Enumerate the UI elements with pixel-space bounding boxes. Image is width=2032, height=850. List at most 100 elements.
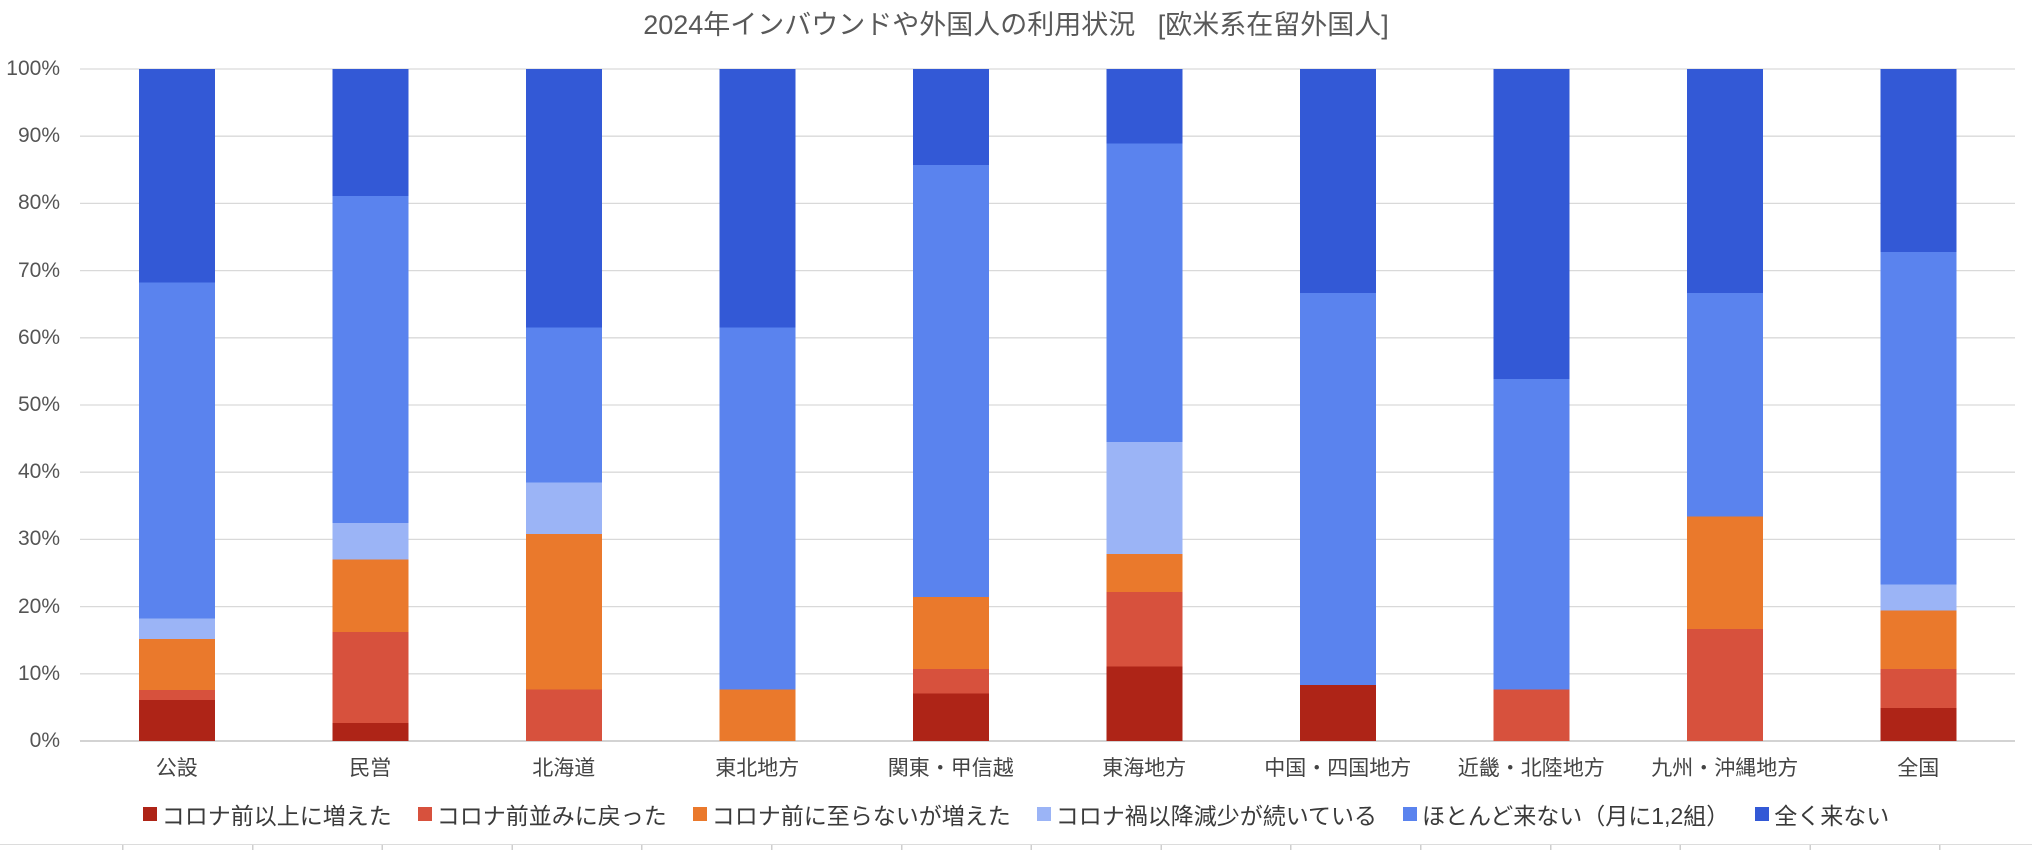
- bar-segment-6-series-4: [1106, 441, 1183, 555]
- bar-segment-1-series-6: [138, 69, 215, 283]
- y-tick-label: 50%: [17, 393, 60, 416]
- chart-title: 2024年インバウンドや外国人の利用状況 [欧米系在留外国人]: [643, 10, 1389, 40]
- bar-segment-7-series-5: [1299, 293, 1376, 686]
- legend-item: コロナ禍以降減少が続いている: [1036, 797, 1377, 831]
- bar-segment-6-series-5: [1106, 143, 1183, 442]
- bar-segment-10-series-2: [1880, 669, 1957, 709]
- bar-segment-5-series-6: [912, 69, 989, 166]
- legend-item: コロナ前以上に増えた: [142, 797, 392, 831]
- x-tick-label: 関東・甲信越: [887, 757, 1014, 780]
- y-tick-label: 40%: [17, 460, 60, 484]
- y-tick-label: 100%: [6, 57, 60, 80]
- bar-segment-9-series-2: [1686, 628, 1763, 741]
- bar-segment-1-series-3: [138, 638, 215, 690]
- legend: コロナ前以上に増えた コロナ前並みに戻った コロナ前に至らないが増えた コロナ禍以降減…: [0, 798, 2032, 830]
- bar-segment-5-series-2: [912, 669, 989, 694]
- y-tick-label: 80%: [17, 191, 60, 215]
- bar-segment-4-series-6: [719, 69, 796, 328]
- bar-segment-2-series-1: [332, 722, 409, 741]
- bar-segment-3-series-6: [525, 69, 602, 328]
- bar-segment-3-series-2: [525, 689, 602, 741]
- bar-segment-2-series-2: [332, 632, 409, 723]
- x-tick-label: 東海地方: [1102, 757, 1187, 780]
- x-tick-label: 公設: [155, 757, 198, 780]
- bar-stack: [912, 69, 989, 741]
- legend-item: 全く来ない: [1755, 797, 1889, 831]
- bar-segment-7-series-6: [1299, 69, 1376, 293]
- legend-label: コロナ前に至らないが増えた: [711, 803, 1011, 829]
- bar-segment-3-series-4: [525, 482, 602, 535]
- bar-stack: [1880, 69, 1957, 741]
- bar-segment-6-series-6: [1106, 69, 1183, 144]
- bar-segment-1-series-5: [138, 282, 215, 619]
- bar-segment-3-series-5: [525, 327, 602, 483]
- x-tick-label: 近畿・北陸地方: [1457, 757, 1605, 780]
- bar-segment-10-series-3: [1880, 610, 1957, 670]
- bar-segment-5-series-1: [912, 693, 989, 741]
- legend-item: ほとんど来ない（月に1,2組）: [1403, 797, 1729, 831]
- x-tick-label: 東北地方: [715, 757, 800, 780]
- y-tick-label: 70%: [17, 258, 60, 282]
- legend-swatch: [142, 807, 157, 821]
- bar-segment-5-series-5: [912, 165, 989, 598]
- bars: [138, 69, 1957, 741]
- bar-segment-10-series-1: [1880, 708, 1957, 741]
- legend-item: コロナ前並みに戻った: [417, 797, 667, 831]
- y-tick-label: 0%: [29, 729, 60, 752]
- bar-segment-10-series-5: [1880, 251, 1957, 585]
- bar-segment-2-series-6: [332, 69, 409, 197]
- bar-segment-4-series-3: [719, 689, 796, 741]
- x-tick-label: 全国: [1897, 757, 1940, 780]
- bar-stack: [332, 69, 409, 741]
- bar-segment-6-series-2: [1106, 591, 1183, 667]
- bar-stack: [719, 69, 796, 741]
- bar-segment-7-series-1: [1299, 685, 1376, 741]
- bar-segment-8-series-6: [1493, 69, 1570, 380]
- legend-swatch: [1755, 807, 1770, 821]
- x-tick-label: 民営: [349, 757, 392, 780]
- bar-segment-4-series-5: [719, 327, 796, 690]
- bar-segment-10-series-4: [1880, 584, 1957, 611]
- y-tick-label: 30%: [17, 527, 60, 551]
- y-tick-label: 90%: [17, 124, 60, 148]
- legend-swatch: [1036, 807, 1051, 821]
- legend-swatch: [692, 807, 707, 821]
- bar-segment-6-series-3: [1106, 554, 1183, 592]
- bar-stack: [1493, 69, 1570, 741]
- bar-segment-9-series-6: [1686, 69, 1763, 293]
- bar-segment-8-series-5: [1493, 379, 1570, 690]
- bar-segment-6-series-1: [1106, 666, 1183, 741]
- bar-segment-1-series-2: [138, 689, 215, 701]
- bar-stack: [138, 69, 215, 741]
- bar-segment-9-series-5: [1686, 292, 1763, 517]
- legend-swatch: [1403, 807, 1417, 821]
- legend-label: 全く来ない: [1774, 803, 1890, 829]
- x-tick-label: 九州・沖縄地方: [1651, 757, 1799, 780]
- bar-stack: [1686, 69, 1763, 741]
- bar-segment-8-series-2: [1493, 689, 1570, 741]
- bar-segment-2-series-4: [332, 523, 409, 560]
- bar-stack: [1299, 69, 1376, 741]
- bar-segment-3-series-3: [525, 534, 602, 690]
- bar-segment-1-series-4: [138, 618, 215, 639]
- bar-segment-1-series-1: [138, 700, 215, 741]
- y-tick-label: 20%: [17, 594, 60, 618]
- bar-segment-2-series-5: [332, 196, 409, 524]
- bar-stack: [525, 69, 602, 741]
- spreadsheet-grid-edge: [0, 844, 2032, 850]
- bar-segment-10-series-6: [1880, 69, 1957, 252]
- bar-stack: [1106, 69, 1183, 741]
- legend-label: コロナ禍以降減少が続いている: [1055, 803, 1377, 829]
- y-tick-label: 10%: [17, 661, 60, 685]
- y-tick-label: 60%: [17, 325, 60, 349]
- legend-label: コロナ前並みに戻った: [436, 803, 667, 829]
- x-tick-label: 北海道: [532, 757, 596, 780]
- x-tick-label: 中国・四国地方: [1264, 757, 1412, 780]
- legend-label: ほとんど来ない（月に1,2組）: [1422, 803, 1730, 829]
- bar-segment-9-series-3: [1686, 516, 1763, 629]
- legend-item: コロナ前に至らないが増えた: [692, 797, 1011, 831]
- legend-label: コロナ前以上に増えた: [161, 803, 392, 829]
- bar-segment-5-series-3: [912, 597, 989, 670]
- bar-segment-2-series-3: [332, 559, 409, 633]
